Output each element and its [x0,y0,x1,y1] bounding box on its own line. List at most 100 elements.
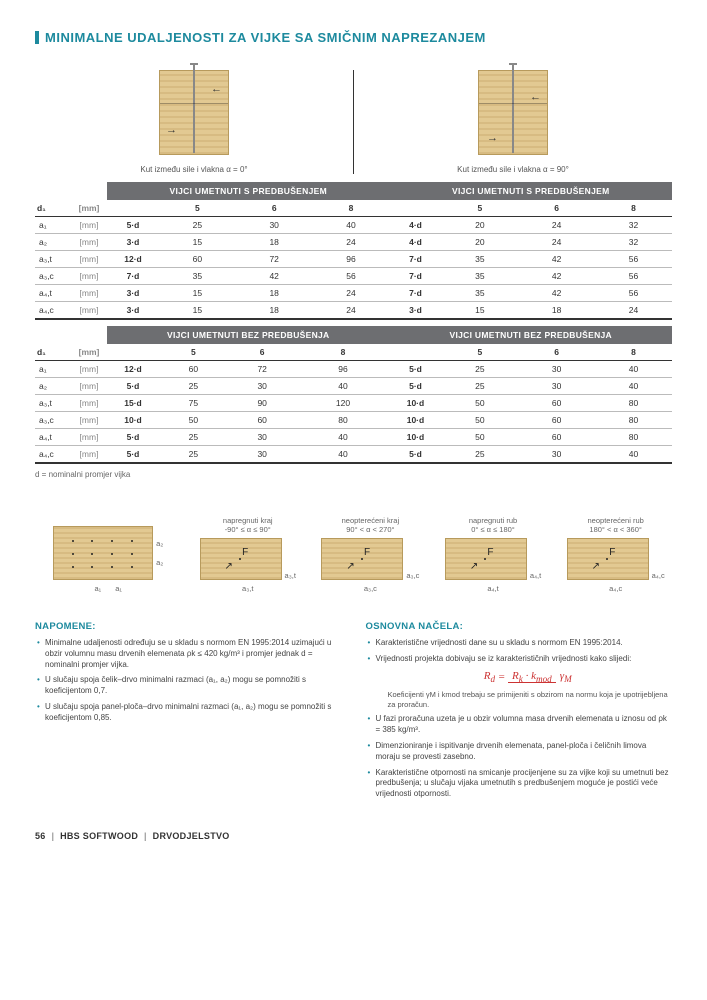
table-row: a₂[mm]5·d2530405·d253040 [35,378,672,395]
d1-unit: [mm] [71,200,107,217]
cell: 18 [236,234,313,251]
formula-subnote: Koeficijenti γM i kmod trebaju se primij… [376,690,673,710]
cell: 15 [159,302,236,320]
cell: 20 [441,217,518,234]
diagram-left-caption: Kut između sile i vlakna α = 0° [140,165,247,174]
mini-label: a₄,t [530,571,541,580]
table-footnote: d = nominalni promjer vijka [35,470,672,479]
footer-brand: HBS SOFTWOOD [60,831,138,841]
mini-sublabel: a₄,c [609,584,622,593]
note-item: U slučaju spoja čelik–drvo minimalni raz… [35,675,342,697]
row-head: a₄,t [35,285,71,302]
row-unit: [mm] [71,234,107,251]
notes: NAPOMENE: Minimalne udaljenosti određuju… [35,621,672,805]
note-item: Karakteristične otpornosti na smicanje p… [366,768,673,800]
mini-col: neopterećeni kraj90° < α < 270°F↗a₃,ca₃,… [314,516,427,593]
row-formula: 15·d [107,395,159,412]
row-unit: [mm] [71,361,107,378]
note-item: Vrijednosti projekta dobivaju se iz kara… [366,654,673,710]
notes-right: OSNOVNA NAČELA: Karakteristične vrijedno… [366,621,673,805]
row-formula: 5·d [107,217,159,234]
row-head: a₃,t [35,251,71,268]
cell: 35 [441,251,518,268]
table-row: a₃,t[mm]15·d759012010·d506080 [35,395,672,412]
note-item: Karakteristične vrijednosti dane su u sk… [366,638,673,649]
cell: 40 [313,217,390,234]
mini-label: a₃,t [285,571,296,580]
cell: 60 [518,412,595,429]
section-header: VIJCI UMETNUTI S PREDBUŠENJEM [107,182,389,200]
cell: 25 [441,446,518,464]
cell: 96 [313,251,390,268]
cell: 42 [236,268,313,285]
mini-wood: F↗ [321,538,403,580]
cell: 56 [313,268,390,285]
row-formula: 5·d [107,446,159,464]
cell: 18 [236,285,313,302]
cell: 42 [518,285,595,302]
notes-left-title: NAPOMENE: [35,621,342,632]
cell: 25 [159,446,228,464]
cell: 40 [595,446,672,464]
row-unit: [mm] [71,217,107,234]
cell: 72 [228,361,297,378]
cell: 15 [159,234,236,251]
mini-caption: neopterećeni rub180° < α < 360° [588,516,644,534]
cell: 50 [441,412,518,429]
table-row: a₄,c[mm]3·d1518243·d151824 [35,302,672,320]
table-row: a₄,t[mm]5·d25304010·d506080 [35,429,672,446]
row-formula: 7·d [389,268,441,285]
table-header-row: d₁ [mm] 5 6 8 5 6 8 [35,200,672,217]
cell: 40 [297,378,390,395]
mini-col-main: a₂ a₂ a₁ a₁ [35,504,181,593]
cell: 24 [313,302,390,320]
row-unit: [mm] [71,268,107,285]
table-row: a₁[mm]12·d6072965·d253040 [35,361,672,378]
row-formula: 7·d [107,268,159,285]
footer-cat: DRVODJELSTVO [153,831,230,841]
row-formula: 10·d [389,429,441,446]
page-title: MINIMALNE UDALJENOSTI ZA VIJKE SA SMIČNI… [35,30,672,45]
cell: 30 [518,378,595,395]
cell: 60 [159,251,236,268]
cell: 80 [595,412,672,429]
row-head: a₁ [35,361,71,378]
mini-sublabel: a₄,t [487,584,498,593]
diagram-right-caption: Kut između sile i vlakna α = 90° [457,165,569,174]
mini-diagrams: a₂ a₂ a₁ a₁ napregnuti kraj-90° ≤ α ≤ 90… [35,504,672,593]
cell: 35 [441,285,518,302]
row-formula: 5·d [389,378,441,395]
row-head: a₃,c [35,412,71,429]
mini-label: a₄,c [652,571,665,580]
cell: 30 [228,446,297,464]
row-head: a₄,c [35,446,71,464]
cell: 40 [297,429,390,446]
mini-wood: F↗ [567,538,649,580]
table-predrilled: VIJCI UMETNUTI S PREDBUŠENJEM VIJCI UMET… [35,182,672,320]
table-row: a₄,t[mm]3·d1518247·d354256 [35,285,672,302]
table-nopredrill: VIJCI UMETNUTI BEZ PREDBUŠENJA VIJCI UME… [35,326,672,464]
notes-left: NAPOMENE: Minimalne udaljenosti određuju… [35,621,342,805]
mini-wood-main [53,526,153,580]
row-head: a₄,t [35,429,71,446]
cell: 15 [159,285,236,302]
row-unit: [mm] [71,412,107,429]
row-head: a₂ [35,234,71,251]
cell: 25 [441,378,518,395]
cell: 60 [159,361,228,378]
section-header: VIJCI UMETNUTI BEZ PREDBUŠENJA [107,326,389,344]
row-unit: [mm] [71,395,107,412]
mini-col: napregnuti rub0° ≤ α ≤ 180°F↗a₄,ta₄,t [437,516,550,593]
row-head: a₁ [35,217,71,234]
row-unit: [mm] [71,302,107,320]
d1-label: d₁ [35,200,71,217]
cell: 90 [228,395,297,412]
page-footer: 56 | HBS SOFTWOOD | DRVODJELSTVO [35,831,672,841]
wood-block-right: ← → [478,70,548,155]
table-row: a₄,c[mm]5·d2530405·d253040 [35,446,672,464]
cell: 24 [518,234,595,251]
section-header: VIJCI UMETNUTI S PREDBUŠENJEM [389,182,672,200]
cell: 25 [159,217,236,234]
table-header-row: d₁ [mm] 5 6 8 5 6 8 [35,344,672,361]
row-head: a₃,t [35,395,71,412]
